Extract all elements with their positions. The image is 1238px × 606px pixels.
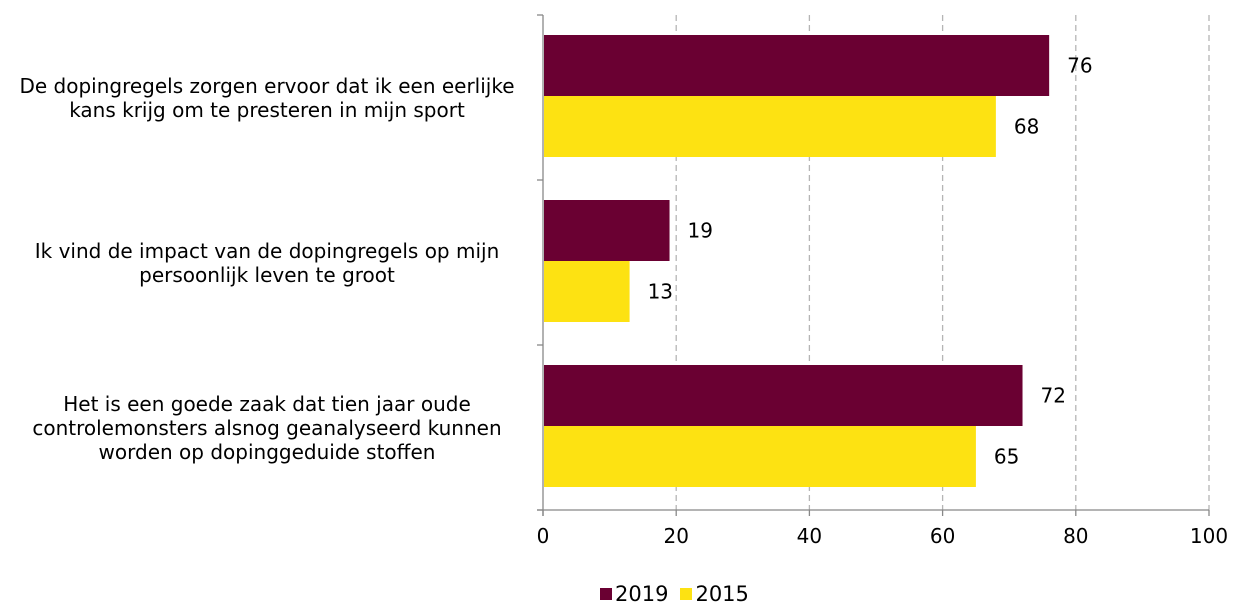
data-label: 68 [1014,115,1039,139]
x-tick-label: 80 [1063,524,1088,548]
bar-2019 [544,200,670,261]
x-tick-label: 60 [930,524,955,548]
legend-label: 2019 [615,582,669,606]
data-label: 65 [994,445,1019,469]
legend-swatch [680,588,693,600]
legend: 2019 2015 [600,583,761,605]
category-label-line: Ik vind de impact van de dopingregels op… [34,238,500,263]
bar-2015 [544,426,976,487]
legend-label: 2015 [695,582,749,606]
data-label: 19 [688,219,713,243]
bar-2015 [544,96,996,157]
x-tick-label: 0 [537,524,550,548]
category-label: Ik vind de impact van de dopingregels op… [2,239,532,287]
data-label: 13 [648,280,673,304]
data-label: 76 [1067,54,1092,78]
legend-swatch [600,588,612,600]
category-label: De dopingregels zorgen ervoor dat ik een… [2,74,532,122]
x-tick-label: 20 [663,524,688,548]
legend-item: 2015 [680,582,749,606]
x-tick-label: 40 [797,524,822,548]
bar-2019 [544,365,1023,426]
data-label: 72 [1041,384,1066,408]
category-label-line: Het is een goede zaak dat tien jaar oude [63,391,471,416]
category-label-line: controlemonsters alsnog geanalyseerd kun… [32,415,502,440]
category-label-line: worden op dopinggeduide stoffen [98,439,436,464]
category-label: Het is een goede zaak dat tien jaar oude… [2,392,532,464]
x-tick-label: 100 [1190,524,1228,548]
category-label-line: persoonlijk leven te groot [139,262,395,287]
bar-2015 [544,261,630,322]
category-label-line: De dopingregels zorgen ervoor dat ik een… [19,73,515,98]
legend-item: 2019 [600,583,668,605]
bar-2019 [544,35,1050,96]
category-label-line: kans krijg om te presteren in mijn sport [69,97,465,122]
